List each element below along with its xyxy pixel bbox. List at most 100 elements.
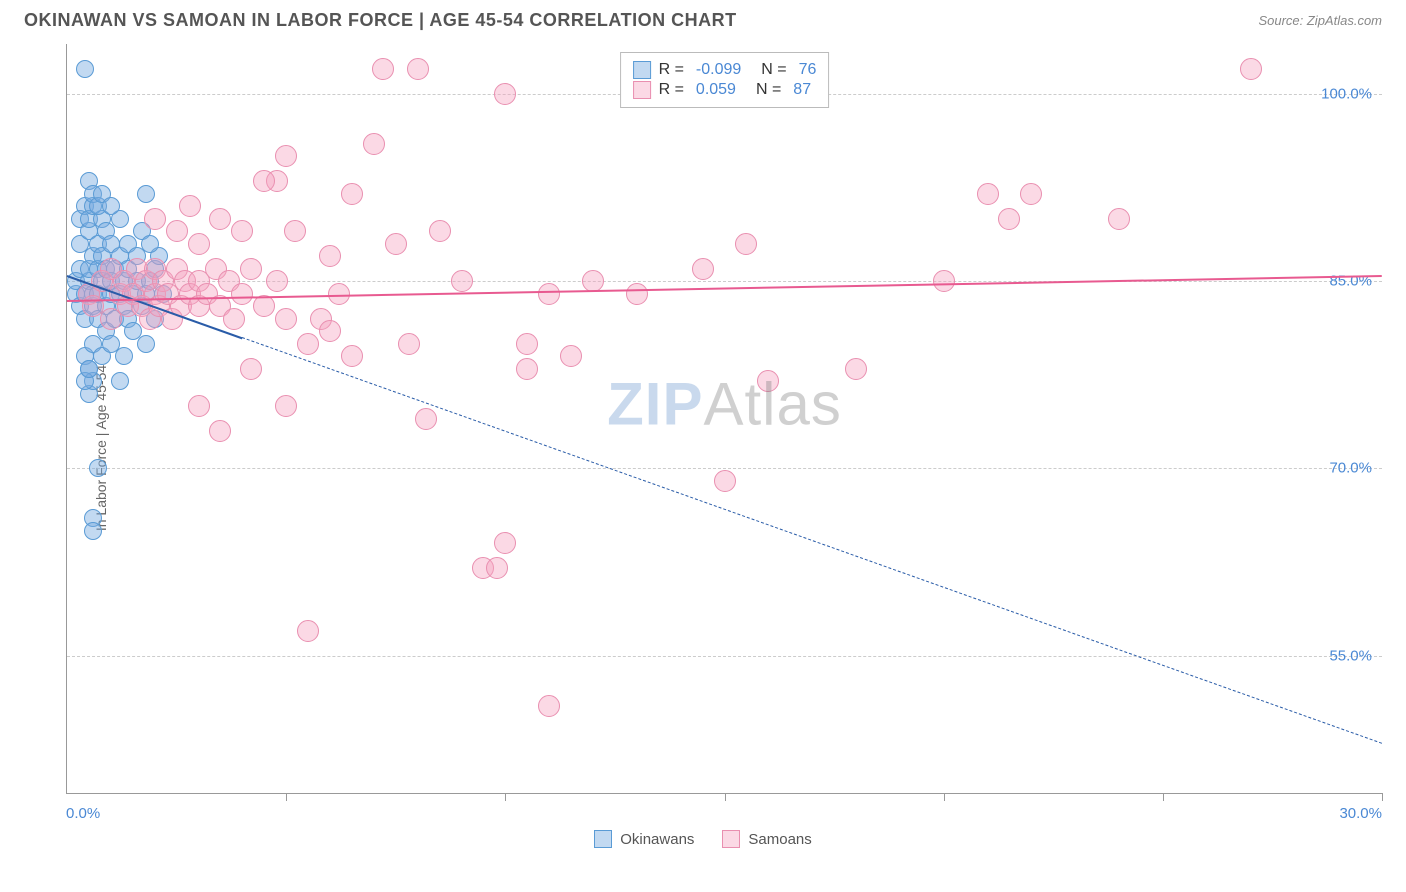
- data-point: [692, 258, 714, 280]
- data-point: [266, 270, 288, 292]
- x-tick: [1163, 793, 1164, 801]
- data-point: [486, 557, 508, 579]
- data-point: [451, 270, 473, 292]
- chart-container: In Labor Force | Age 45-54 ZIPAtlas R = …: [24, 44, 1382, 852]
- swatch-okinawans: [633, 61, 651, 79]
- data-point: [998, 208, 1020, 230]
- legend-R-label-1: R =: [659, 81, 684, 99]
- data-point: [240, 258, 262, 280]
- legend-N-label-0: N =: [761, 61, 786, 79]
- data-point: [111, 372, 129, 390]
- x-legend-item-okinawans: Okinawans: [594, 830, 694, 848]
- data-point: [560, 345, 582, 367]
- legend-R-value-0: -0.099: [696, 61, 741, 79]
- data-point: [977, 183, 999, 205]
- data-point: [253, 295, 275, 317]
- data-point: [407, 58, 429, 80]
- gridline-h: [67, 281, 1382, 282]
- data-point: [1240, 58, 1262, 80]
- data-point: [231, 220, 253, 242]
- data-point: [284, 220, 306, 242]
- data-point: [253, 170, 275, 192]
- x-tick: [944, 793, 945, 801]
- data-point: [319, 245, 341, 267]
- data-point: [385, 233, 407, 255]
- data-point: [735, 233, 757, 255]
- watermark-zip: ZIP: [607, 370, 703, 437]
- x-tick-label-right: 30.0%: [1339, 805, 1382, 822]
- data-point: [141, 235, 159, 253]
- data-point: [231, 283, 253, 305]
- data-point: [372, 58, 394, 80]
- legend-N-label-1: N =: [756, 81, 781, 99]
- legend-N-value-0: 76: [799, 61, 817, 79]
- data-point: [84, 522, 102, 540]
- legend-correlation: R = -0.099 N = 76 R = 0.059 N = 87: [620, 52, 830, 108]
- data-point: [102, 197, 120, 215]
- trend-line: [242, 337, 1382, 744]
- data-point: [275, 308, 297, 330]
- data-point: [297, 333, 319, 355]
- data-point: [626, 283, 648, 305]
- data-point: [188, 395, 210, 417]
- data-point: [275, 395, 297, 417]
- trend-line: [67, 275, 1382, 302]
- x-tick: [1382, 793, 1383, 801]
- x-tick: [725, 793, 726, 801]
- data-point: [275, 145, 297, 167]
- data-point: [209, 208, 231, 230]
- data-point: [1108, 208, 1130, 230]
- x-swatch-samoans: [722, 830, 740, 848]
- data-point: [179, 195, 201, 217]
- data-point: [223, 308, 245, 330]
- data-point: [1020, 183, 1042, 205]
- legend-N-value-1: 87: [793, 81, 811, 99]
- data-point: [398, 333, 420, 355]
- chart-title: OKINAWAN VS SAMOAN IN LABOR FORCE | AGE …: [24, 10, 737, 31]
- data-point: [115, 347, 133, 365]
- data-point: [76, 60, 94, 78]
- x-tick-label-left: 0.0%: [66, 805, 100, 822]
- data-point: [188, 233, 210, 255]
- y-tick-label: 100.0%: [1321, 85, 1372, 102]
- data-point: [328, 283, 350, 305]
- data-point: [137, 335, 155, 353]
- x-tick: [286, 793, 287, 801]
- data-point: [845, 358, 867, 380]
- y-tick-label: 55.0%: [1329, 647, 1372, 664]
- data-point: [538, 695, 560, 717]
- x-swatch-okinawans: [594, 830, 612, 848]
- data-point: [757, 370, 779, 392]
- x-tick: [505, 793, 506, 801]
- data-point: [933, 270, 955, 292]
- data-point: [319, 320, 341, 342]
- legend-R-label-0: R =: [659, 61, 684, 79]
- x-legend-item-samoans: Samoans: [722, 830, 811, 848]
- data-point: [144, 208, 166, 230]
- data-point: [415, 408, 437, 430]
- source-attrib: Source: ZipAtlas.com: [1258, 13, 1382, 28]
- legend-row-samoans: R = 0.059 N = 87: [633, 81, 817, 99]
- data-point: [166, 220, 188, 242]
- x-legend-label-1: Samoans: [748, 831, 811, 848]
- gridline-h: [67, 656, 1382, 657]
- data-point: [714, 470, 736, 492]
- legend-row-okinawans: R = -0.099 N = 76: [633, 61, 817, 79]
- data-point: [341, 183, 363, 205]
- x-legend: Okinawans Samoans: [24, 830, 1382, 848]
- y-tick-label: 70.0%: [1329, 460, 1372, 477]
- watermark: ZIPAtlas: [607, 369, 842, 438]
- data-point: [363, 133, 385, 155]
- data-point: [341, 345, 363, 367]
- data-point: [240, 358, 262, 380]
- data-point: [516, 333, 538, 355]
- data-point: [80, 360, 98, 378]
- data-point: [494, 532, 516, 554]
- data-point: [209, 420, 231, 442]
- data-point: [494, 83, 516, 105]
- data-point: [297, 620, 319, 642]
- data-point: [429, 220, 451, 242]
- data-point: [137, 185, 155, 203]
- data-point: [516, 358, 538, 380]
- data-point: [89, 459, 107, 477]
